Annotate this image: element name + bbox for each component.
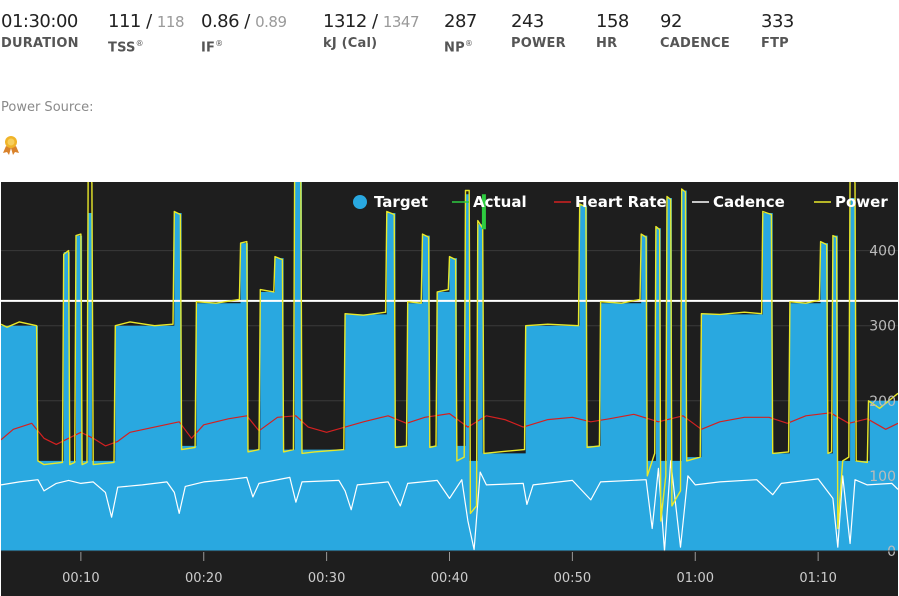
metric-kj-value: 1312	[323, 11, 367, 32]
registered-mark: ®	[215, 39, 224, 48]
metric-if-planned: 0.89	[255, 13, 287, 31]
x-tick-label: 00:40	[431, 571, 468, 586]
metric-ftp: 333 FTP	[761, 11, 794, 52]
x-tick-label: 00:30	[308, 571, 345, 586]
series-cadence-line	[1, 460, 898, 552]
series-power-line	[1, 182, 898, 530]
y-tick-label: 400	[869, 244, 896, 260]
metric-np-value: 287	[444, 11, 477, 32]
registered-mark: ®	[464, 39, 474, 48]
x-tick-label: 00:50	[554, 571, 591, 586]
summary-metrics: 01:30:00 DURATION 111 / 118 TSS® 0.86 / …	[0, 0, 899, 60]
series-actual-marker	[481, 194, 486, 230]
series-target-area	[1, 182, 898, 551]
metric-power: 243 POWER	[511, 11, 566, 52]
workout-chart[interactable]: 0 100 200 300 400 00:10 00:20 00:30 00:40 00:50 01…	[1, 182, 898, 596]
legend-target-label: Target	[374, 193, 428, 211]
metric-kj-label: kJ (Cal)	[323, 36, 378, 51]
power-source-label: Power Source:	[1, 100, 94, 115]
legend-cadence-label: Cadence	[713, 193, 785, 211]
y-tick-label: 200	[869, 394, 896, 410]
x-tick-label: 01:00	[677, 571, 714, 586]
legend-actual-label: Actual	[473, 193, 527, 211]
x-tick-label: 00:20	[185, 571, 222, 586]
metric-if-label: IF	[201, 40, 216, 56]
metric-cadence: 92 CADENCE	[660, 11, 730, 52]
metric-kj-planned: 1347	[382, 13, 420, 31]
metric-duration-label: DURATION	[1, 36, 79, 51]
metric-power-label: POWER	[511, 36, 566, 51]
x-tick-label: 00:10	[62, 571, 99, 586]
metric-cadence-value: 92	[660, 11, 682, 32]
metric-kj: 1312 / 1347 kJ (Cal)	[323, 11, 420, 51]
metric-hr-label: HR	[596, 36, 618, 51]
registered-mark: ®	[135, 39, 144, 48]
metric-np-label: NP	[444, 40, 465, 56]
metric-tss: 111 / 118 TSS®	[108, 11, 185, 56]
metric-np: 287 NP®	[444, 11, 477, 56]
metric-ftp-value: 333	[761, 11, 794, 32]
metric-if-value: 0.86	[201, 11, 240, 32]
legend-power-label: Power	[835, 193, 888, 211]
x-tick-label: 01:10	[799, 571, 836, 586]
metric-hr-value: 158	[596, 11, 629, 32]
y-tick-label: 0	[887, 544, 896, 560]
award-ribbon-icon[interactable]	[2, 134, 20, 156]
metric-tss-value: 111	[108, 11, 141, 32]
metric-duration-value: 01:30:00	[1, 11, 78, 32]
metric-if: 0.86 / 0.89 IF®	[201, 11, 287, 56]
metric-cadence-label: CADENCE	[660, 36, 730, 51]
legend-target-dot	[353, 195, 367, 209]
series-heart-rate-line	[1, 412, 898, 447]
metric-tss-label: TSS	[108, 40, 136, 56]
workout-chart-svg: 0 100 200 300 400 00:10 00:20 00:30 00:40 00:50 01…	[1, 182, 898, 586]
legend-heart-rate-label: Heart Rate	[575, 193, 667, 211]
metric-power-value: 243	[511, 11, 544, 32]
metric-duration: 01:30:00 DURATION	[1, 11, 79, 52]
y-tick-label: 100	[869, 469, 896, 485]
y-tick-label: 300	[869, 319, 896, 335]
metric-tss-planned: 118	[156, 13, 185, 31]
metric-ftp-label: FTP	[761, 36, 789, 51]
metric-hr: 158 HR	[596, 11, 629, 52]
